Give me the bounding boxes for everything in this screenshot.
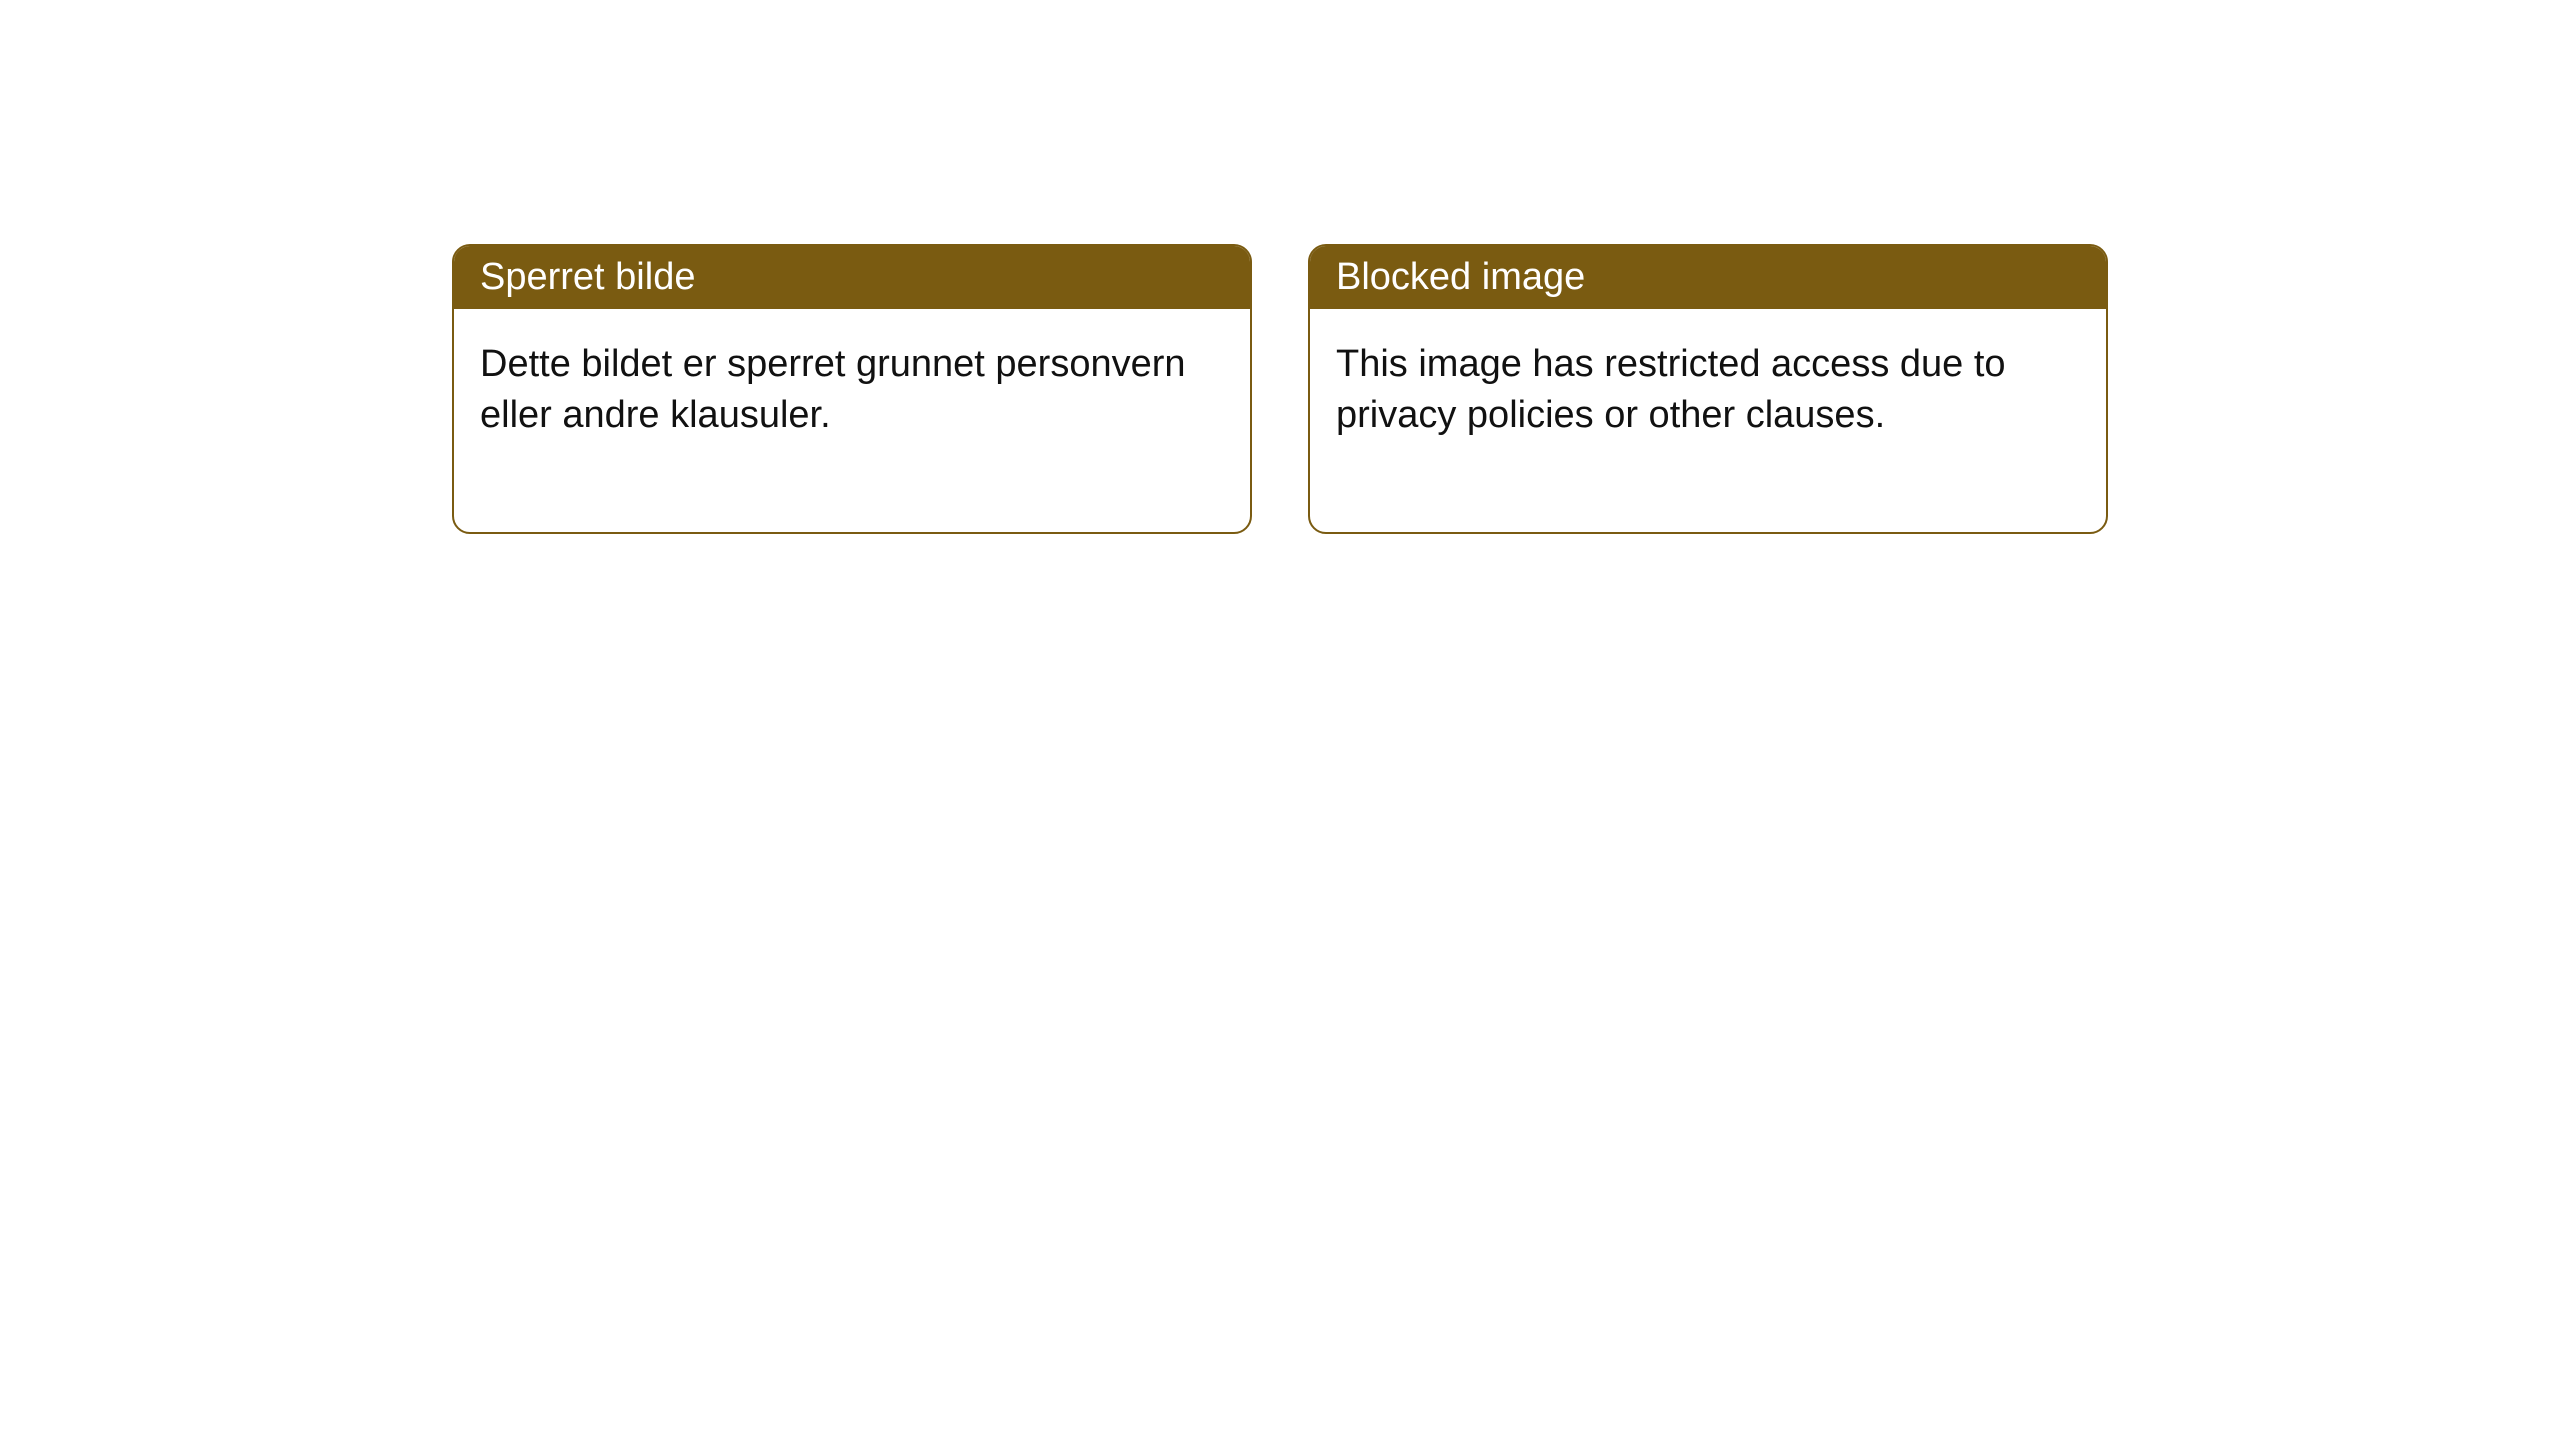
notice-card-english: Blocked image This image has restricted …	[1308, 244, 2108, 534]
notice-card-header: Blocked image	[1310, 246, 2106, 309]
notice-card-norwegian: Sperret bilde Dette bildet er sperret gr…	[452, 244, 1252, 534]
notice-card-header: Sperret bilde	[454, 246, 1250, 309]
notice-card-title: Blocked image	[1336, 256, 1585, 298]
notice-card-row: Sperret bilde Dette bildet er sperret gr…	[0, 0, 2560, 534]
notice-card-title: Sperret bilde	[480, 256, 695, 298]
notice-card-text: This image has restricted access due to …	[1336, 343, 2006, 436]
notice-card-body: Dette bildet er sperret grunnet personve…	[454, 309, 1250, 532]
notice-card-text: Dette bildet er sperret grunnet personve…	[480, 343, 1186, 436]
notice-card-body: This image has restricted access due to …	[1310, 309, 2106, 532]
